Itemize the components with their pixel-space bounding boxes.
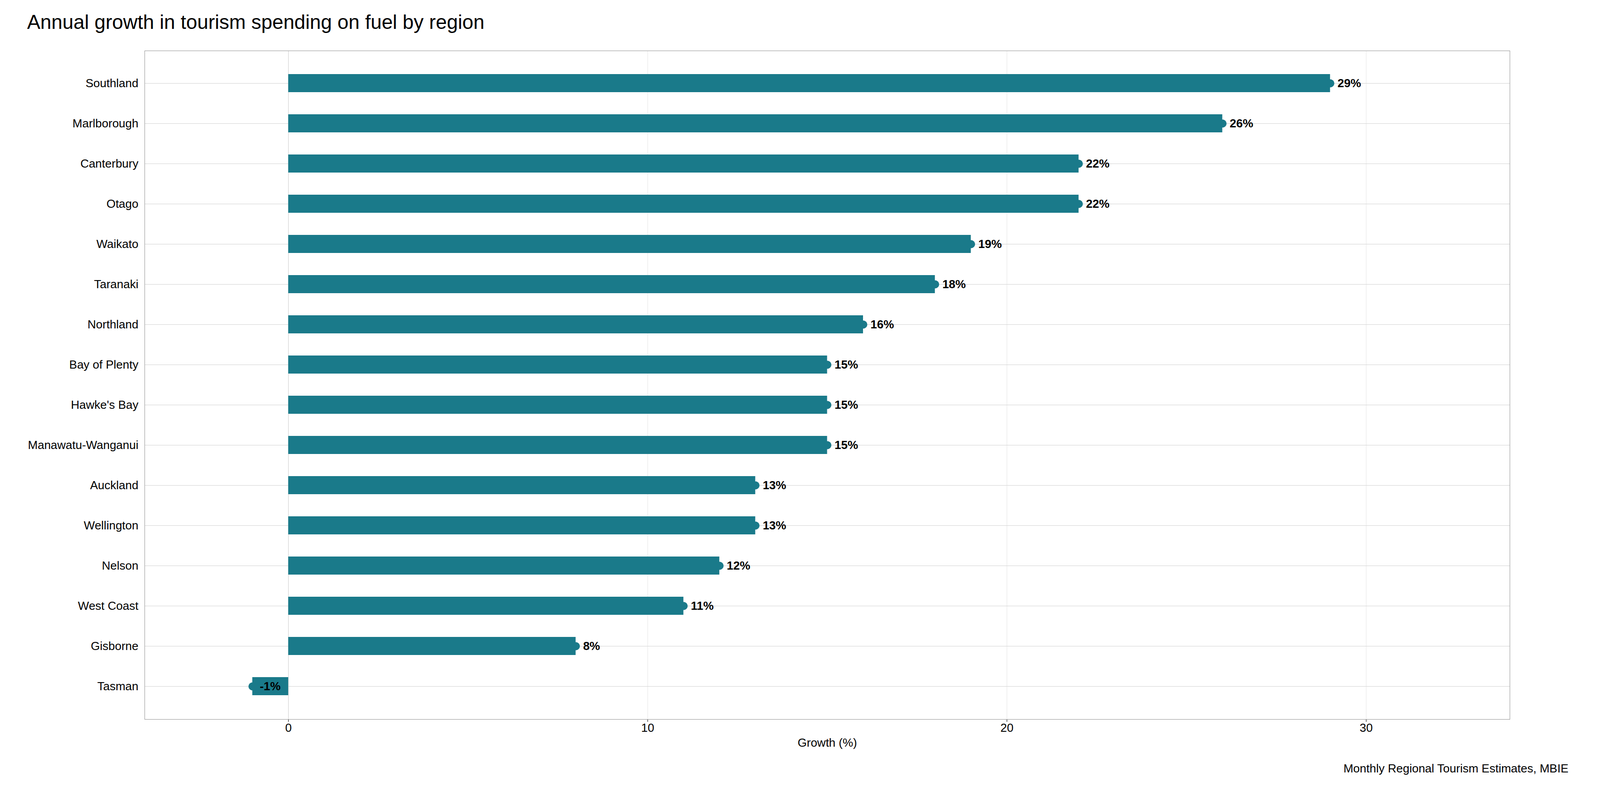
svg-text:29%: 29%	[1337, 76, 1362, 90]
svg-text:Otago: Otago	[106, 196, 139, 211]
svg-text:Nelson: Nelson	[102, 558, 139, 573]
svg-text:Taranaki: Taranaki	[93, 277, 139, 291]
svg-text:19%: 19%	[978, 237, 1002, 251]
svg-text:Gisborne: Gisborne	[90, 639, 139, 653]
svg-text:Marlborough: Marlborough	[72, 116, 139, 131]
html-text:Annual growth in tourism spend: Annual growth in tourism spending on fue…	[27, 10, 485, 33]
svg-text:Wellington: Wellington	[83, 518, 139, 532]
svg-text:11%: 11%	[690, 598, 714, 613]
svg-text:15%: 15%	[834, 397, 859, 412]
svg-text:West Coast: West Coast	[78, 598, 140, 613]
svg-text:16%: 16%	[870, 317, 895, 332]
svg-text:22%: 22%	[1086, 156, 1110, 171]
svg-text:-1%: -1%	[259, 679, 281, 693]
svg-text:22%: 22%	[1086, 196, 1110, 211]
svg-text:30: 30	[1359, 720, 1373, 735]
svg-text:Hawke's Bay: Hawke's Bay	[70, 397, 139, 412]
svg-text:Canterbury: Canterbury	[80, 156, 139, 171]
svg-text:13%: 13%	[762, 518, 787, 532]
svg-text:Growth (%): Growth (%)	[797, 735, 857, 750]
svg-text:Waikato: Waikato	[96, 237, 139, 251]
html-text:Monthly Regional Tourism Estim: Monthly Regional Tourism Estimates, MBIE	[1343, 761, 1569, 775]
svg-text:Tasman: Tasman	[97, 679, 139, 693]
svg-text:15%: 15%	[834, 438, 859, 452]
svg-text:0: 0	[284, 720, 292, 735]
svg-text:15%: 15%	[834, 357, 859, 372]
svg-text:8%: 8%	[583, 639, 601, 653]
svg-text:12%: 12%	[726, 558, 751, 573]
svg-text:Bay of Plenty: Bay of Plenty	[69, 357, 139, 372]
svg-text:Auckland: Auckland	[90, 478, 139, 492]
svg-text:Southland: Southland	[85, 76, 139, 90]
svg-text:Manawatu-Wanganui: Manawatu-Wanganui	[27, 438, 139, 452]
svg-text:Northland: Northland	[87, 317, 139, 332]
svg-text:26%: 26%	[1229, 116, 1254, 131]
svg-text:18%: 18%	[942, 277, 966, 291]
svg-text:10: 10	[641, 720, 655, 735]
svg-text:20: 20	[1000, 720, 1014, 735]
svg-text:13%: 13%	[762, 478, 787, 492]
